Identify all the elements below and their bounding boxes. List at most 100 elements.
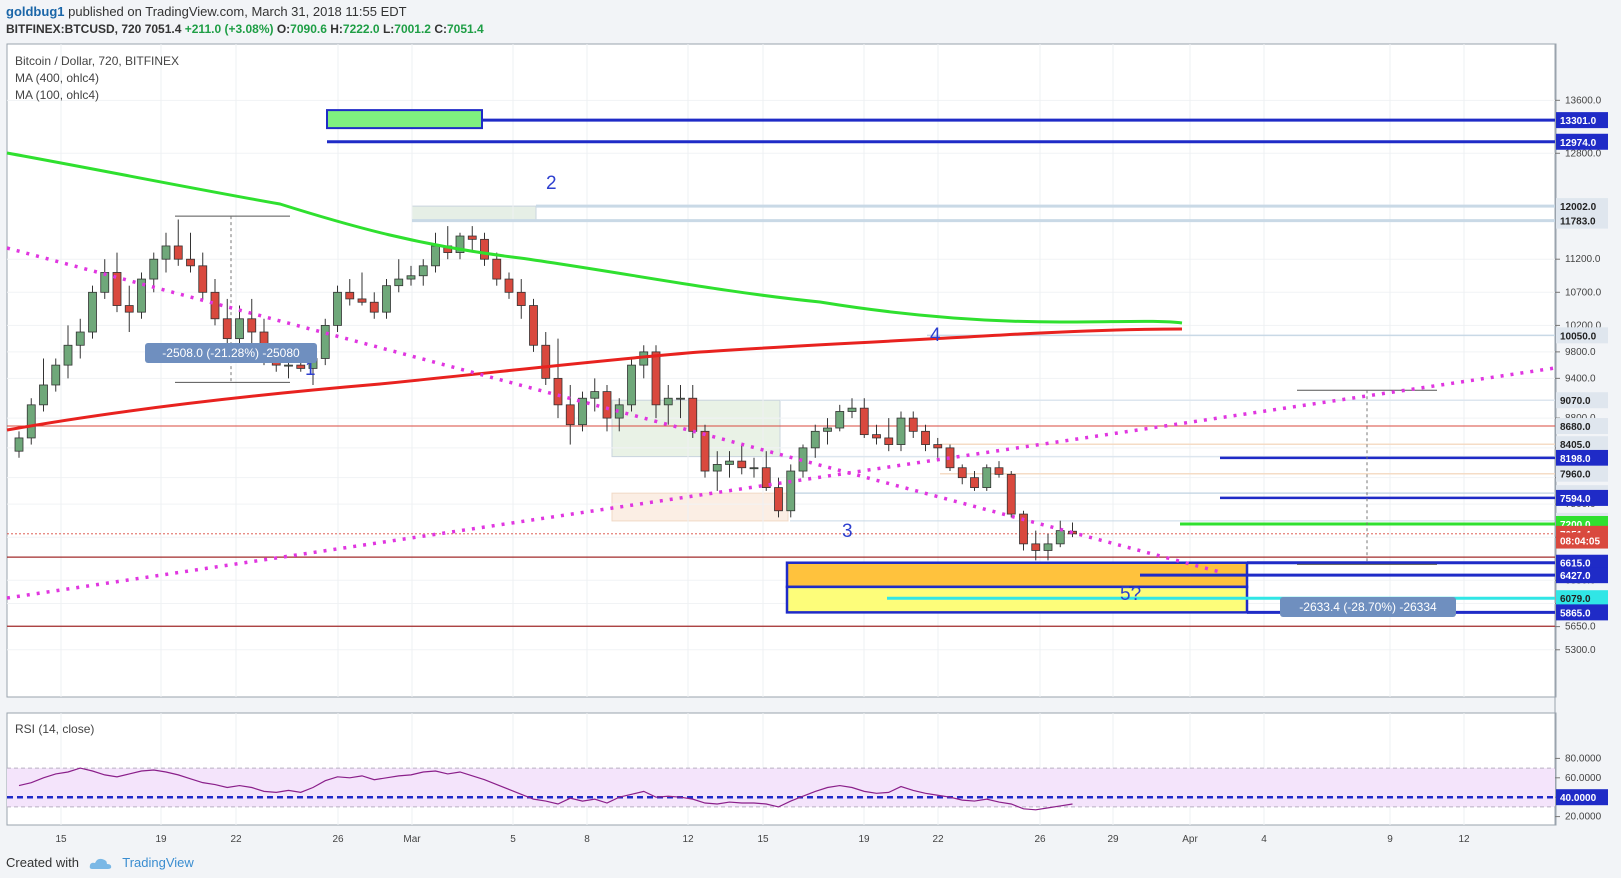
time-tick-label: 15 — [757, 834, 769, 845]
candle-body — [63, 344, 73, 366]
candle-body — [749, 467, 759, 470]
candle-body — [627, 364, 636, 406]
price-tag: 5865.0 — [1560, 608, 1591, 619]
candle-body — [516, 291, 526, 306]
price-tag: 08:04:05 — [1560, 537, 1600, 548]
wave-label-4: 4 — [930, 325, 941, 346]
candle-body — [51, 364, 61, 386]
candle-body — [614, 404, 624, 419]
wave-label-1: 1 — [305, 359, 316, 380]
candle-body — [712, 464, 722, 472]
price-tick-label: 10200.0 — [1565, 320, 1602, 331]
candle-body — [296, 364, 306, 369]
price-tick-label: 9400.0 — [1565, 373, 1596, 384]
price-tag-bg — [1556, 418, 1608, 435]
time-tick-label: 12 — [1458, 834, 1470, 845]
candle-body — [847, 407, 857, 412]
candle-body — [406, 275, 416, 280]
author-name[interactable]: goldbug1 — [6, 4, 65, 19]
candle-body — [590, 391, 600, 399]
resistance-zone — [411, 205, 537, 222]
time-tick-label: 5 — [510, 834, 516, 845]
candle-body — [173, 245, 183, 260]
candle-body — [382, 285, 391, 313]
candle-body — [418, 265, 428, 277]
candle-body — [970, 477, 979, 488]
candle-body — [75, 331, 85, 346]
price-tag: 6615.0 — [1560, 559, 1591, 570]
candle-body — [541, 344, 551, 379]
price-tag-bg — [1556, 392, 1608, 409]
candle-body — [161, 245, 171, 260]
price-chart[interactable]: 13600.0 12800.0 11200.0 10700.0 10200.0 9800.… — [0, 0, 1621, 850]
high-value: 7222.0 — [342, 22, 380, 36]
candle-body — [124, 305, 134, 313]
price-tag: 6079.0 — [1560, 594, 1591, 605]
candle-body — [529, 305, 538, 346]
candle-body — [994, 467, 1004, 475]
target-box — [326, 109, 483, 130]
time-tick-label: 15 — [55, 834, 67, 845]
close-label: C: — [434, 22, 447, 36]
tradingview-cloud-icon — [89, 858, 111, 869]
price-tick-label: 5650.0 — [1565, 622, 1596, 633]
open-value: 7090.6 — [290, 22, 327, 36]
candle-body — [578, 397, 587, 426]
candle-body — [896, 417, 906, 445]
time-tick-label: 26 — [1034, 834, 1046, 845]
candle-body — [1055, 530, 1065, 545]
candle-body — [859, 407, 869, 436]
rsi-tick-label: 80.0000 — [1565, 753, 1602, 764]
candle-body — [921, 430, 930, 445]
price-tag: 7960.0 — [1560, 470, 1591, 481]
candle-body — [835, 411, 845, 429]
price-tag: 6427.0 — [1560, 571, 1591, 582]
price-tick-label: 9800.0 — [1565, 347, 1596, 358]
price-tag: 7594.0 — [1560, 494, 1591, 505]
time-tick-label: 29 — [1107, 834, 1119, 845]
candle-body — [1031, 543, 1041, 551]
candle-body — [676, 397, 685, 400]
candle-body — [1019, 513, 1028, 545]
wave-label-5: 5? — [1120, 584, 1141, 605]
candle-body — [945, 447, 955, 469]
time-tick-label: 19 — [155, 834, 167, 845]
candle-body — [39, 384, 48, 406]
candle-body — [137, 278, 146, 313]
candle-body — [884, 437, 894, 445]
candle-body — [369, 301, 379, 313]
price-tag: 8405.0 — [1560, 440, 1591, 451]
price-tick-label: 12800.0 — [1565, 148, 1602, 159]
candle-body — [1006, 473, 1016, 515]
candle-body — [908, 417, 918, 432]
price-tag: 9070.0 — [1560, 396, 1591, 407]
price-tag-bg — [1556, 327, 1608, 344]
candle-body — [761, 467, 771, 488]
ma100-line — [6, 151, 1183, 325]
time-tick-label: 19 — [858, 834, 870, 845]
candle-body — [786, 470, 796, 512]
measure-tooltip-bg — [145, 343, 317, 363]
candle-body — [345, 291, 355, 300]
rsi-current-tag — [1556, 789, 1608, 806]
chart-title: Bitcoin / Dollar, 720, BITFINEX — [15, 54, 179, 68]
tradingview-link[interactable]: TradingView — [122, 855, 194, 870]
ohlc-header: BITFINEX:BTCUSD, 720 7051.4 +211.0 (+3.0… — [6, 22, 484, 36]
candle-body — [357, 298, 367, 303]
created-with: Created with — [6, 855, 79, 870]
candle-body — [320, 324, 330, 359]
close-value: 7051.4 — [446, 22, 484, 36]
price-tag: 12974.0 — [1560, 138, 1597, 149]
candle-body — [222, 318, 232, 340]
candle-body — [394, 278, 404, 287]
candle-body — [810, 430, 820, 449]
price-tick-label: 11200.0 — [1565, 254, 1601, 265]
candle-body — [700, 430, 710, 472]
candle-body — [235, 318, 244, 340]
candle-body — [333, 291, 342, 326]
candle-body — [798, 447, 808, 472]
candle-body — [737, 460, 747, 469]
candle-body — [26, 404, 36, 439]
price-change: +211.0 (+3.08%) — [184, 22, 274, 36]
rsi-line — [18, 767, 1073, 811]
